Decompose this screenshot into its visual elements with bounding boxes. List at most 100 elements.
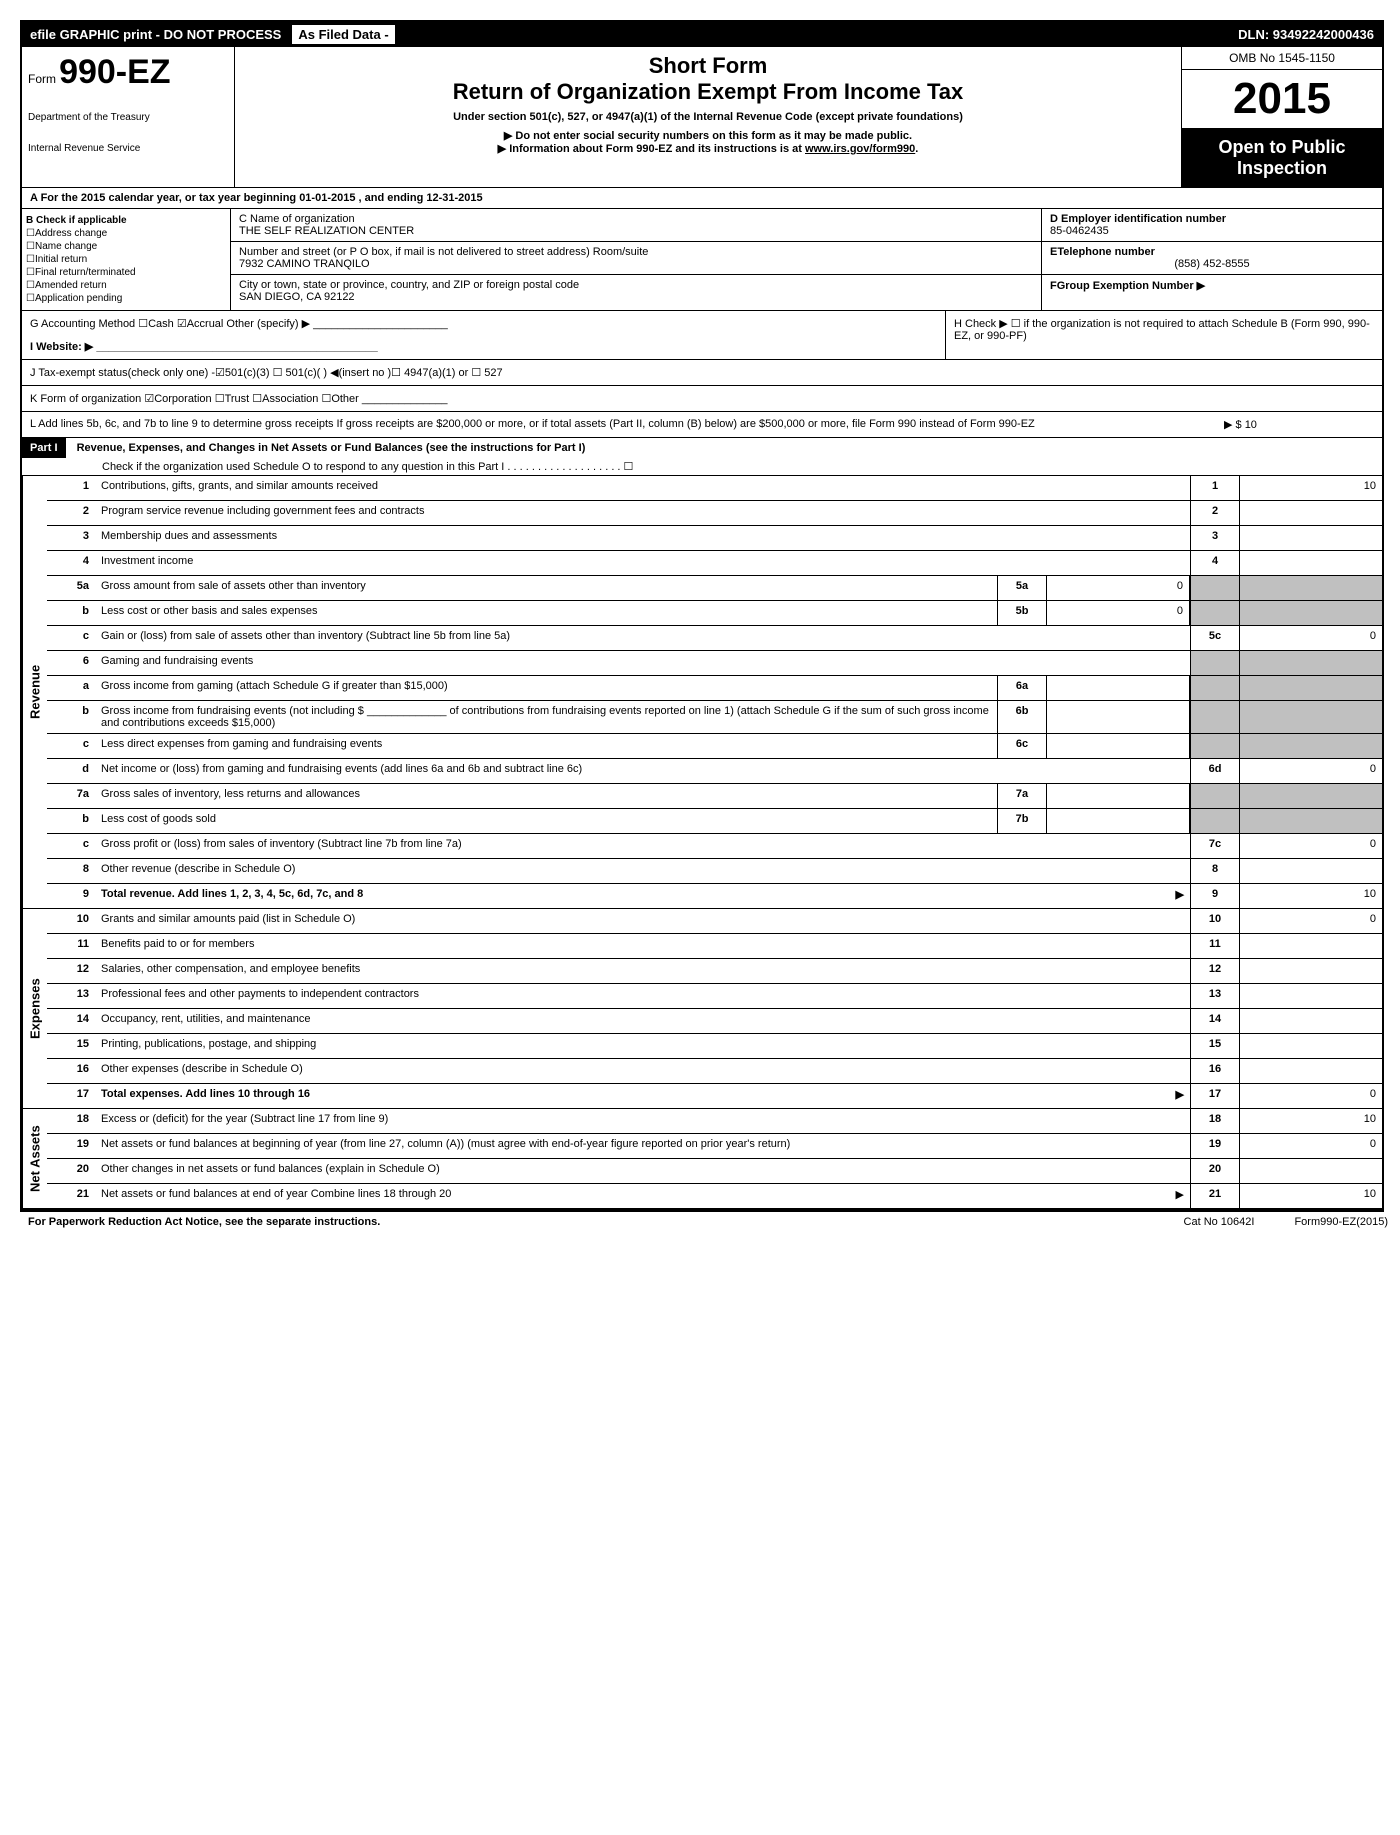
top-bar: efile GRAPHIC print - DO NOT PROCESS As … xyxy=(22,22,1382,47)
line-6b: b Gross income from fundraising events (… xyxy=(47,701,1382,734)
col-b-checkboxes: B Check if applicable ☐Address change ☐N… xyxy=(22,209,231,310)
revenue-side-label: Revenue xyxy=(22,476,47,908)
phone-value: (858) 452-8555 xyxy=(1050,258,1374,270)
ein-value: 85-0462435 xyxy=(1050,225,1374,237)
header: Form 990-EZ Department of the Treasury I… xyxy=(22,47,1382,188)
header-left: Form 990-EZ Department of the Treasury I… xyxy=(22,47,235,187)
col-b-title: B Check if applicable xyxy=(26,215,226,226)
line-14: 14 Occupancy, rent, utilities, and maint… xyxy=(47,1009,1382,1034)
footer-formno: Form990-EZ(2015) xyxy=(1294,1216,1388,1228)
info-about: ▶ Information about Form 990-EZ and its … xyxy=(241,142,1175,155)
street-label: Number and street (or P O box, if mail i… xyxy=(239,246,1033,258)
col-c-org-info: C Name of organization THE SELF REALIZAT… xyxy=(231,209,1041,310)
cb-address-change: ☐Address change xyxy=(26,228,226,239)
line-6a: a Gross income from gaming (attach Sched… xyxy=(47,676,1382,701)
line-5b: b Less cost or other basis and sales exp… xyxy=(47,601,1382,626)
irs-link[interactable]: www.irs.gov/form990 xyxy=(805,143,915,155)
line-7c: c Gross profit or (loss) from sales of i… xyxy=(47,834,1382,859)
form-prefix: Form xyxy=(28,72,56,86)
row-l-gross-receipts: L Add lines 5b, 6c, and 7b to line 9 to … xyxy=(22,412,1382,438)
footer: For Paperwork Reduction Act Notice, see … xyxy=(20,1212,1396,1232)
org-name-row: C Name of organization THE SELF REALIZAT… xyxy=(231,209,1041,242)
row-gh: G Accounting Method ☐Cash ☑Accrual Other… xyxy=(22,311,1382,360)
line-19: 19 Net assets or fund balances at beginn… xyxy=(47,1134,1382,1159)
part1-check: Check if the organization used Schedule … xyxy=(22,458,1382,475)
under-section: Under section 501(c), 527, or 4947(a)(1)… xyxy=(241,111,1175,123)
city-value: SAN DIEGO, CA 92122 xyxy=(239,291,1033,303)
line-5c: c Gain or (loss) from sale of assets oth… xyxy=(47,626,1382,651)
line-6d: d Net income or (loss) from gaming and f… xyxy=(47,759,1382,784)
line-4: 4 Investment income 4 xyxy=(47,551,1382,576)
line-5a: 5a Gross amount from sale of assets othe… xyxy=(47,576,1382,601)
ein-row: D Employer identification number 85-0462… xyxy=(1042,209,1382,242)
row-l-value: ▶ $ 10 xyxy=(1224,418,1374,431)
short-form-title: Short Form xyxy=(241,53,1175,79)
efile-label: efile GRAPHIC print - DO NOT PROCESS xyxy=(22,23,289,46)
open-to-public: Open to Public Inspection xyxy=(1182,129,1382,187)
omb-number: OMB No 1545-1150 xyxy=(1182,47,1382,70)
dept-treasury: Department of the Treasury xyxy=(28,112,228,123)
expenses-section: Expenses 10 Grants and similar amounts p… xyxy=(22,909,1382,1109)
street-row: Number and street (or P O box, if mail i… xyxy=(231,242,1041,275)
line-13: 13 Professional fees and other payments … xyxy=(47,984,1382,1009)
line-16: 16 Other expenses (describe in Schedule … xyxy=(47,1059,1382,1084)
netassets-side-label: Net Assets xyxy=(22,1109,47,1208)
dept-irs: Internal Revenue Service xyxy=(28,143,228,154)
cb-application-pending: ☐Application pending xyxy=(26,293,226,304)
expenses-side-label: Expenses xyxy=(22,909,47,1108)
phone-row: ETelephone number (858) 452-8555 xyxy=(1042,242,1382,275)
group-exemption-label: FGroup Exemption Number ▶ xyxy=(1050,279,1374,292)
part1-label: Part I xyxy=(22,438,66,458)
city-row: City or town, state or province, country… xyxy=(231,275,1041,307)
org-name-label: C Name of organization xyxy=(239,213,1033,225)
netassets-lines: 18 Excess or (deficit) for the year (Sub… xyxy=(47,1109,1382,1208)
line-7b: b Less cost of goods sold 7b xyxy=(47,809,1382,834)
cb-amended-return: ☐Amended return xyxy=(26,280,226,291)
cb-final-return: ☐Final return/terminated xyxy=(26,267,226,278)
revenue-section: Revenue 1 Contributions, gifts, grants, … xyxy=(22,476,1382,909)
revenue-lines: 1 Contributions, gifts, grants, and simi… xyxy=(47,476,1382,908)
footer-paperwork: For Paperwork Reduction Act Notice, see … xyxy=(28,1216,1144,1228)
footer-catno: Cat No 10642I xyxy=(1144,1216,1295,1228)
tax-year: 2015 xyxy=(1182,70,1382,129)
line-15: 15 Printing, publications, postage, and … xyxy=(47,1034,1382,1059)
header-right: OMB No 1545-1150 2015 Open to Public Ins… xyxy=(1181,47,1382,187)
line-3: 3 Membership dues and assessments 3 xyxy=(47,526,1382,551)
row-a-tax-year: A For the 2015 calendar year, or tax yea… xyxy=(22,188,1382,209)
row-l-text: L Add lines 5b, 6c, and 7b to line 9 to … xyxy=(30,418,1224,431)
open-line1: Open to Public xyxy=(1190,137,1374,158)
city-label: City or town, state or province, country… xyxy=(239,279,1033,291)
form-number: 990-EZ xyxy=(59,53,171,91)
line-18: 18 Excess or (deficit) for the year (Sub… xyxy=(47,1109,1382,1134)
line-9: 9 Total revenue. Add lines 1, 2, 3, 4, 5… xyxy=(47,884,1382,908)
open-line2: Inspection xyxy=(1190,158,1374,179)
as-filed-label: As Filed Data - xyxy=(291,24,395,45)
org-name-value: THE SELF REALIZATION CENTER xyxy=(239,225,1033,237)
line-12: 12 Salaries, other compensation, and emp… xyxy=(47,959,1382,984)
line-6c: c Less direct expenses from gaming and f… xyxy=(47,734,1382,759)
header-center: Short Form Return of Organization Exempt… xyxy=(235,47,1181,187)
ein-label: D Employer identification number xyxy=(1050,213,1374,225)
line-8: 8 Other revenue (describe in Schedule O)… xyxy=(47,859,1382,884)
part1-header-row: Part I Revenue, Expenses, and Changes in… xyxy=(22,438,1382,476)
return-title: Return of Organization Exempt From Incom… xyxy=(241,79,1175,105)
row-j-tax-exempt: J Tax-exempt status(check only one) -☑50… xyxy=(22,360,1382,386)
form-990ez: efile GRAPHIC print - DO NOT PROCESS As … xyxy=(20,20,1384,1212)
line-20: 20 Other changes in net assets or fund b… xyxy=(47,1159,1382,1184)
line-10: 10 Grants and similar amounts paid (list… xyxy=(47,909,1382,934)
group-exemption-row: FGroup Exemption Number ▶ xyxy=(1042,275,1382,296)
line-1: 1 Contributions, gifts, grants, and simi… xyxy=(47,476,1382,501)
line-7a: 7a Gross sales of inventory, less return… xyxy=(47,784,1382,809)
line-11: 11 Benefits paid to or for members 11 xyxy=(47,934,1382,959)
cb-name-change: ☐Name change xyxy=(26,241,226,252)
line-17: 17 Total expenses. Add lines 10 through … xyxy=(47,1084,1382,1108)
col-gi: G Accounting Method ☐Cash ☑Accrual Other… xyxy=(22,311,945,359)
line-2: 2 Program service revenue including gove… xyxy=(47,501,1382,526)
row-g-accounting: G Accounting Method ☐Cash ☑Accrual Other… xyxy=(30,317,937,330)
spacer xyxy=(398,31,1230,39)
do-not-enter: ▶ Do not enter social security numbers o… xyxy=(241,129,1175,142)
part1-title: Revenue, Expenses, and Changes in Net As… xyxy=(69,438,594,458)
col-def: D Employer identification number 85-0462… xyxy=(1041,209,1382,310)
info-text: ▶ Information about Form 990-EZ and its … xyxy=(498,143,805,155)
phone-label: ETelephone number xyxy=(1050,246,1374,258)
